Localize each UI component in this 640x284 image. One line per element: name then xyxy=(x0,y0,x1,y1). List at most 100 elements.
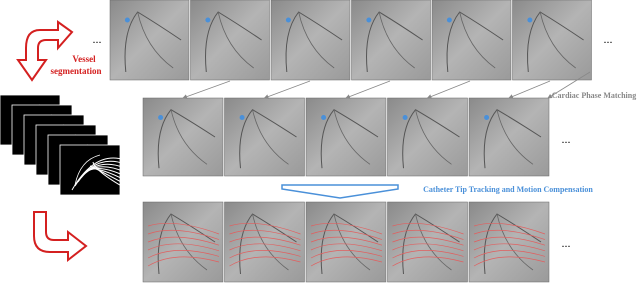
vessel-overlay xyxy=(473,230,546,240)
vessel-overlay xyxy=(392,243,464,252)
angiogram-frame xyxy=(142,97,224,177)
angiogram-frame xyxy=(142,201,224,283)
angiogram-frame xyxy=(270,0,351,81)
vessel-overlay xyxy=(229,236,301,246)
angiogram-frame xyxy=(190,0,270,81)
catheter-tip xyxy=(446,17,452,23)
ellipsis: ... xyxy=(604,32,613,46)
catheter-tip xyxy=(239,115,245,120)
vessel-overlay xyxy=(392,230,464,240)
blue-arrow xyxy=(281,184,399,199)
vessel-overlay xyxy=(392,250,464,259)
vessel-overlay xyxy=(310,236,383,246)
vessel xyxy=(415,213,452,271)
matching-arrow xyxy=(508,80,551,99)
matching-arrow xyxy=(182,80,231,99)
catheter-tip xyxy=(124,17,130,23)
matching-arrow xyxy=(263,80,311,99)
catheter-tip xyxy=(158,115,164,120)
vessel-overlay xyxy=(229,222,301,235)
vessel-overlay xyxy=(310,243,383,252)
vessel-overlay xyxy=(310,256,383,267)
vessel xyxy=(496,213,534,271)
mask-vessel xyxy=(83,168,126,177)
vessel-overlay xyxy=(473,243,546,252)
catheter-tip xyxy=(205,17,211,23)
vessel-overlay xyxy=(229,256,301,267)
red-arrow-bottom xyxy=(33,211,88,263)
angiogram-frame xyxy=(387,97,468,177)
mask-vessel xyxy=(92,161,126,189)
ellipsis: ... xyxy=(562,132,571,146)
angiogram-frame xyxy=(431,0,512,81)
vessel-overlay xyxy=(392,222,464,235)
matching-arrow xyxy=(547,71,591,99)
vessel-overlay xyxy=(229,243,301,252)
vessel-overlay xyxy=(147,256,220,267)
vessel-overlay xyxy=(147,236,220,246)
angiogram-frame xyxy=(305,97,387,177)
angiogram-frame xyxy=(468,201,550,283)
vessel-overlay xyxy=(147,250,220,259)
vessel xyxy=(496,109,534,165)
mask-vessel xyxy=(77,163,126,183)
segmentation-label: Vessel xyxy=(72,54,96,64)
vessel xyxy=(252,213,289,271)
angiogram-frame xyxy=(224,201,305,283)
vessel-overlay xyxy=(147,243,220,252)
angiogram-frame xyxy=(351,0,431,81)
vessel-overlay xyxy=(147,230,220,240)
catheter-tip xyxy=(484,115,490,120)
vessel-overlay xyxy=(310,250,383,259)
vessel xyxy=(539,11,576,69)
vessel-overlay xyxy=(392,256,464,267)
angiogram-frame xyxy=(109,0,190,81)
vessel xyxy=(378,11,415,69)
vessel-overlay xyxy=(473,222,546,235)
vessel xyxy=(217,11,254,69)
segmentation-stack xyxy=(0,94,126,196)
vessel-overlay xyxy=(473,250,546,259)
catheter-tip xyxy=(366,17,372,23)
mask-vessel xyxy=(89,165,126,185)
vessel-overlay xyxy=(229,230,301,240)
vessel-overlay xyxy=(310,222,383,235)
catheter-tip xyxy=(402,115,408,120)
matching-arrow xyxy=(426,80,471,99)
vessel-overlay xyxy=(392,236,464,246)
angiogram-frame xyxy=(512,0,592,81)
mask-vessel xyxy=(80,166,126,179)
vessel-overlay xyxy=(473,236,546,246)
vessel-overlay xyxy=(310,230,383,240)
vessel-overlay xyxy=(229,250,301,259)
angiogram-frame xyxy=(468,97,550,177)
vessel xyxy=(459,11,496,69)
ellipsis: ... xyxy=(562,236,571,250)
catheter-tip xyxy=(527,17,533,23)
phase-matching-label: Cardiac Phase Matching xyxy=(552,91,636,100)
ellipsis: ... xyxy=(93,32,102,46)
mask-vessel xyxy=(86,168,126,181)
vessel xyxy=(298,11,335,69)
matching-arrow xyxy=(345,80,391,99)
vessel xyxy=(333,109,371,165)
vessel-overlay xyxy=(147,222,220,235)
vessel xyxy=(415,109,452,165)
segmentation-label: segmentation xyxy=(51,66,102,76)
vessel xyxy=(137,11,174,69)
angiogram-frame xyxy=(387,201,468,283)
vessel xyxy=(170,213,208,271)
mask-vessel xyxy=(74,154,101,186)
tracking-label: Catheter Tip Tracking and Motion Compens… xyxy=(423,185,593,194)
vessel-overlay xyxy=(473,256,546,267)
red-arrow-top xyxy=(16,20,74,82)
vessel xyxy=(170,109,208,165)
angiogram-frame xyxy=(224,97,305,177)
catheter-tip xyxy=(285,17,291,23)
angiogram-frame xyxy=(305,201,387,283)
vessel xyxy=(252,109,289,165)
frames xyxy=(109,0,592,283)
vessel xyxy=(333,213,371,271)
catheter-tip xyxy=(321,115,327,120)
